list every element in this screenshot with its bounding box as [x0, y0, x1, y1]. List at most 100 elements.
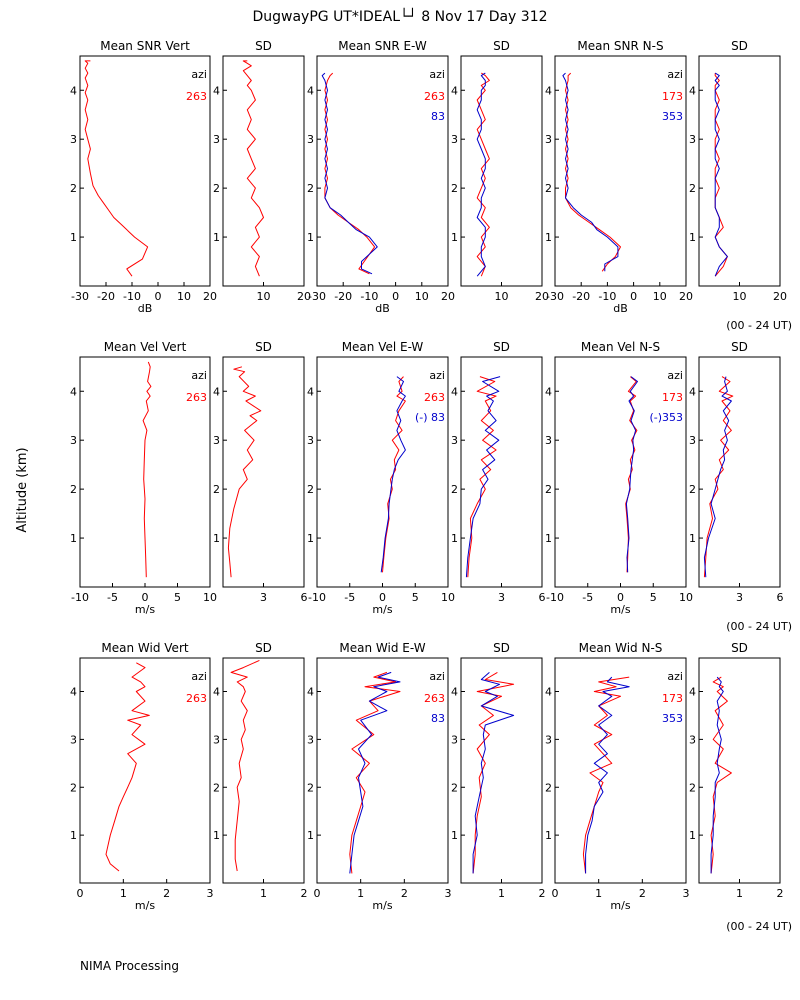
y-tick-label: 3	[307, 733, 314, 746]
y-tick-label: 3	[545, 133, 552, 146]
y-tick-label: 2	[307, 483, 314, 496]
x-tick-label: 3	[736, 591, 743, 604]
x-tick-label: 5	[650, 591, 657, 604]
y-tick-label: 3	[545, 434, 552, 447]
x-tick-label: 1	[260, 887, 267, 900]
x-axis-label: m/s	[610, 603, 630, 616]
y-tick-label: 4	[213, 385, 220, 398]
y-tick-label: 4	[689, 686, 696, 699]
x-tick-label: 0	[379, 591, 386, 604]
panel-2-1: SD 1 2 1 2 3 4	[213, 641, 308, 900]
x-tick-label: -20	[572, 290, 590, 303]
panel-title: SD	[255, 39, 272, 53]
legend-entry: 83	[431, 110, 445, 123]
panel-title: Mean Vel N-S	[581, 340, 660, 354]
x-tick-label: -10	[308, 591, 326, 604]
legend-entry: 263	[186, 391, 207, 404]
series-line-red	[582, 676, 630, 874]
x-tick-label: 10	[679, 591, 693, 604]
y-tick-label: 1	[545, 829, 552, 842]
plot-frame	[554, 55, 687, 287]
y-tick-label: 3	[451, 434, 458, 447]
y-tick-label: 1	[689, 532, 696, 545]
x-tick-label: 20	[773, 290, 787, 303]
y-tick-label: 1	[70, 532, 77, 545]
series-line-red	[84, 60, 149, 277]
panel-title: SD	[255, 340, 272, 354]
legend-entry: 173	[662, 391, 683, 404]
series-line-red	[227, 366, 262, 578]
x-tick-label: -20	[97, 290, 115, 303]
y-tick-label: 3	[70, 133, 77, 146]
y-tick-label: 1	[689, 829, 696, 842]
y-tick-label: 2	[451, 781, 458, 794]
y-tick-label: 3	[689, 434, 696, 447]
panel-title: SD	[731, 39, 748, 53]
y-tick-label: 1	[213, 231, 220, 244]
legend-entry: 263	[424, 692, 445, 705]
series-line-blue	[625, 376, 638, 573]
footer-label: NIMA Processing	[80, 959, 179, 973]
panel-title: SD	[731, 340, 748, 354]
y-tick-label: 4	[451, 84, 458, 97]
plot-frame	[79, 55, 211, 287]
panel-title: Mean SNR Vert	[100, 39, 190, 53]
y-tick-label: 4	[70, 385, 77, 398]
series-line-blue	[472, 672, 515, 874]
legend-title: azi	[429, 369, 445, 382]
plot-frame	[460, 657, 543, 884]
x-tick-label: -10	[598, 290, 616, 303]
panel-1-2: Mean Vel E-W -10 -5 0 5 10 m/s 1 2 3 4 azi 263 (-) 83	[307, 340, 455, 616]
panel-0-2: Mean SNR E-W -30 -20 -10 0 10 20 dB 1 2 3 4 azi 263 83	[307, 39, 455, 315]
series-line-blue	[349, 671, 401, 874]
y-tick-label: 1	[451, 532, 458, 545]
series-line-red	[105, 662, 150, 872]
legend-title: azi	[429, 68, 445, 81]
y-tick-label: 1	[307, 231, 314, 244]
y-tick-label: 4	[213, 686, 220, 699]
legend-title: azi	[667, 670, 683, 683]
y-tick-label: 1	[70, 231, 77, 244]
y-tick-label: 1	[213, 829, 220, 842]
y-tick-label: 1	[307, 532, 314, 545]
y-tick-label: 2	[213, 182, 220, 195]
y-tick-label: 4	[545, 686, 552, 699]
x-tick-label: -20	[334, 290, 352, 303]
y-tick-label: 2	[307, 781, 314, 794]
figure-title: DugwayPG UT*IDEAL└┘ 8 Nov 17 Day 312	[252, 8, 547, 25]
series-line-blue	[714, 72, 728, 277]
series-line-red	[230, 659, 260, 872]
series-line-blue	[465, 376, 501, 578]
x-tick-label: 10	[653, 290, 667, 303]
legend-entry: 263	[424, 391, 445, 404]
panel-title: Mean Vel E-W	[342, 340, 424, 354]
x-tick-label: 10	[415, 290, 429, 303]
x-axis-label: m/s	[135, 603, 155, 616]
y-tick-label: 3	[70, 733, 77, 746]
y-tick-label: 2	[451, 483, 458, 496]
x-tick-label: 3	[260, 591, 267, 604]
legend-entry: 263	[424, 90, 445, 103]
series-line-red	[349, 671, 401, 874]
y-tick-label: 3	[689, 733, 696, 746]
panel-2-0: Mean Wid Vert 0 1 2 3 m/s 1 2 3 4 azi 263	[70, 641, 214, 912]
x-tick-label: -30	[71, 290, 89, 303]
x-tick-label: 0	[142, 591, 149, 604]
x-tick-label: 20	[535, 290, 549, 303]
series-line-blue	[562, 72, 619, 272]
y-tick-label: 3	[70, 434, 77, 447]
legend-title: azi	[667, 369, 683, 382]
y-tick-label: 4	[307, 385, 314, 398]
y-tick-label: 2	[70, 483, 77, 496]
x-tick-label: 10	[441, 591, 455, 604]
x-tick-label: -10	[71, 591, 89, 604]
legend-entry: 263	[186, 692, 207, 705]
x-tick-label: 20	[297, 290, 311, 303]
y-tick-label: 1	[307, 829, 314, 842]
panel-1-1: SD 3 6 1 2 3 4	[213, 340, 308, 604]
y-tick-label: 4	[70, 686, 77, 699]
x-tick-label: -5	[582, 591, 593, 604]
x-tick-label: -5	[344, 591, 355, 604]
x-axis-label: m/s	[135, 899, 155, 912]
plot-frame	[316, 55, 449, 287]
